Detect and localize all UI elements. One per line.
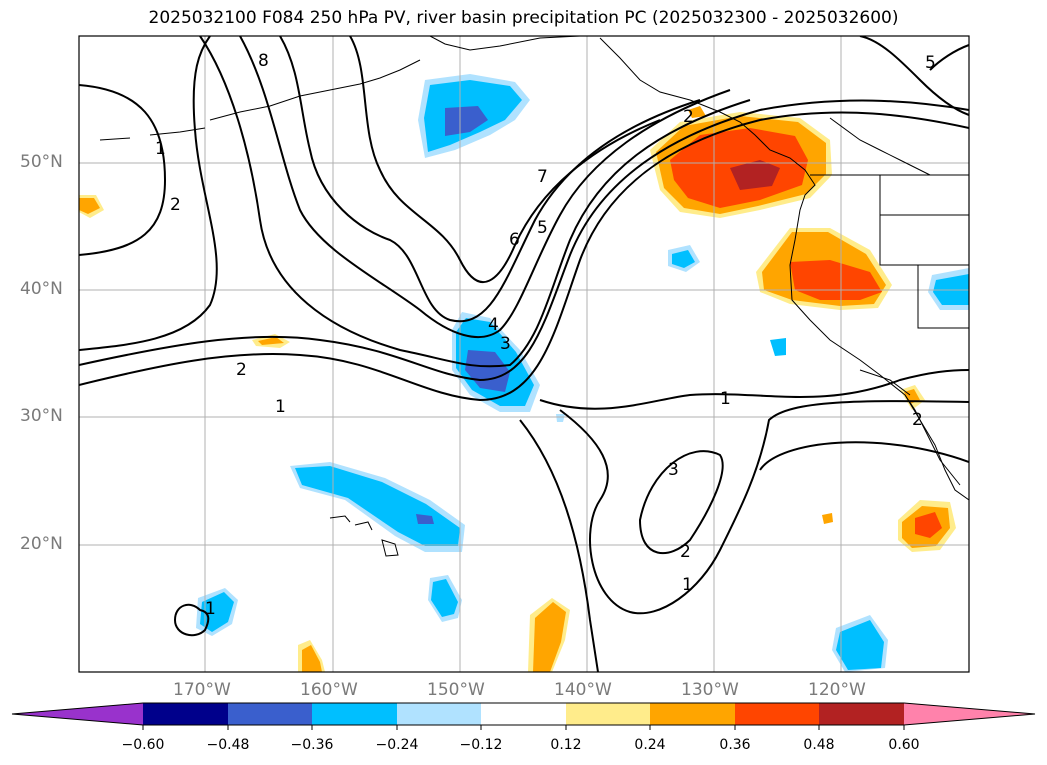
map-title: 2025032100 F084 250 hPa PV, river basin …: [148, 8, 899, 28]
contour-label: 1: [275, 397, 286, 417]
colorbar-cell: [904, 703, 1035, 725]
contour-label: 4: [488, 315, 499, 335]
lat-label: 50°N: [20, 152, 63, 172]
contour-label: 2: [912, 410, 923, 430]
colorbar-cell: [228, 703, 312, 725]
colorbar-tick-label: −0.48: [206, 737, 250, 753]
precip-shading: [79, 74, 969, 672]
colorbar-tick-label: −0.36: [290, 737, 334, 753]
contour-label: 1: [205, 599, 216, 619]
lon-label: 130°W: [681, 680, 739, 700]
contour-label: 3: [500, 334, 511, 354]
colorbar-cell: [397, 703, 481, 725]
map-frame: [78, 35, 970, 673]
colorbar-tick-label: 0.36: [719, 737, 751, 753]
lon-label: 170°W: [173, 680, 231, 700]
contour-label: 3: [668, 460, 679, 480]
colorbar-cell: [566, 703, 650, 725]
colorbar-cell: [12, 703, 143, 725]
contour-label: 2: [170, 195, 181, 215]
coastlines: [99, 36, 969, 557]
contour-label: 1: [155, 139, 166, 159]
colorbar: [11, 702, 1036, 730]
contour-label: 2: [680, 542, 691, 562]
contour-labels: 8 1 2 7 6 5 4 3 2 1 1 3 2 1 2 2 5 1: [155, 51, 936, 619]
colorbar-tick-label: 0.24: [634, 737, 666, 753]
contour-label: 2: [683, 107, 694, 127]
contour-label: 5: [537, 218, 548, 238]
contour-label: 6: [509, 230, 520, 250]
lat-label: 30°N: [20, 406, 63, 426]
colorbar-tick-label: −0.24: [375, 737, 419, 753]
lon-label: 160°W: [300, 680, 358, 700]
colorbar-cell: [819, 703, 904, 725]
colorbar-tick-label: 0.60: [888, 737, 920, 753]
contour-label: 1: [682, 575, 693, 595]
colorbar-cell: [735, 703, 819, 725]
colorbar-cell: [650, 703, 735, 725]
graticule: [79, 36, 969, 672]
colorbar-cell: [143, 703, 228, 725]
contour-label: 7: [537, 167, 548, 187]
colorbar-cell: [312, 703, 397, 725]
colorbar-tick-label: −0.12: [459, 737, 503, 753]
contour-label: 5: [925, 53, 936, 73]
lat-label: 20°N: [20, 534, 63, 554]
lat-label: 40°N: [20, 279, 63, 299]
colorbar-tick-label: 0.12: [550, 737, 582, 753]
colorbar-tick-label: −0.60: [121, 737, 165, 753]
contour-label: 2: [236, 360, 247, 380]
colorbar-tick-label: 0.48: [803, 737, 835, 753]
contour-label: 8: [258, 51, 269, 71]
colorbar-cell: [481, 703, 566, 725]
lon-label: 120°W: [808, 680, 866, 700]
contour-label: 1: [720, 389, 731, 409]
lon-label: 140°W: [554, 680, 612, 700]
lon-label: 150°W: [427, 680, 485, 700]
pv-contours: [79, 36, 969, 672]
